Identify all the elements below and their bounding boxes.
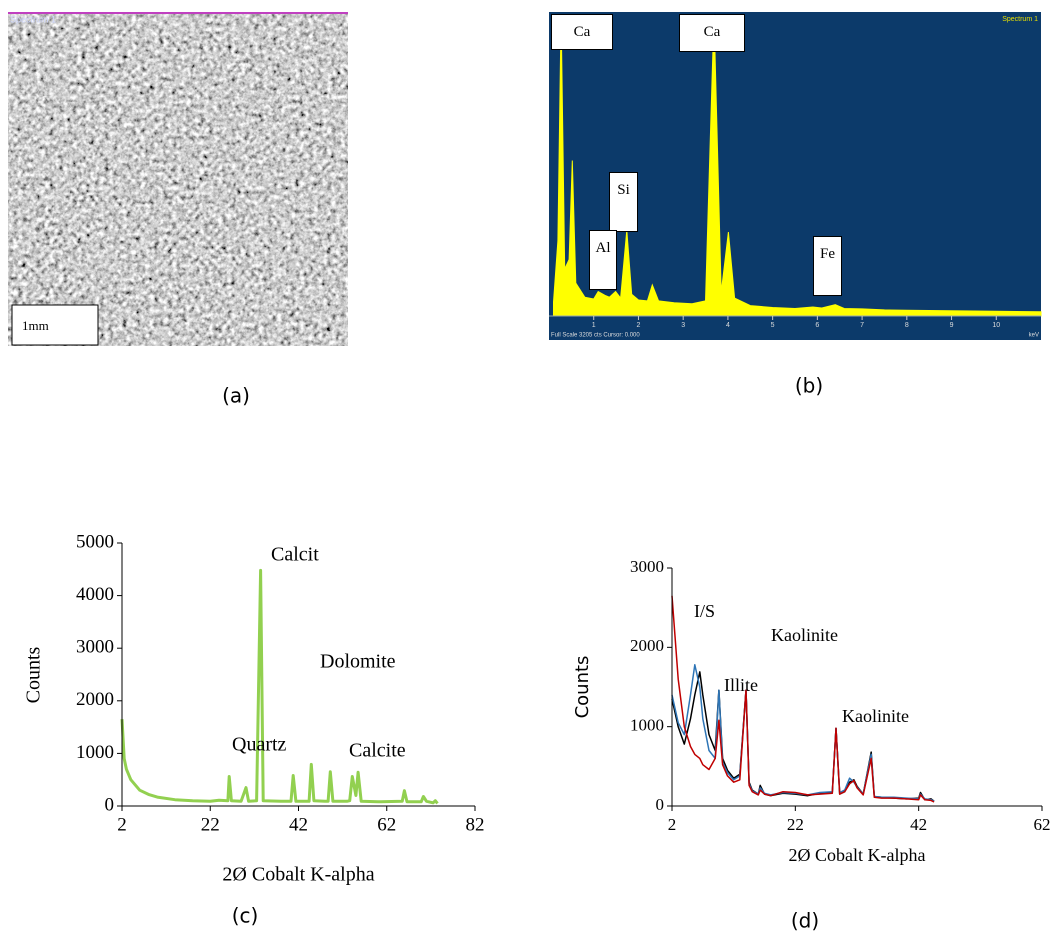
x-tick-label: 7 — [860, 322, 864, 329]
peak-label: I/S — [694, 601, 715, 621]
footer: Full Scale 3205 cts Cursor: 0.000 — [551, 333, 640, 339]
x-tick-label: 22 — [201, 814, 220, 835]
x-tick-label: 1 — [592, 322, 596, 329]
x-tick-label: 5 — [771, 322, 775, 329]
x-tick-label: 2 — [668, 815, 677, 834]
y-tick-label: 5000 — [76, 531, 114, 552]
x-axis-label: 2Ø Cobalt K-alpha — [789, 845, 926, 865]
peak-label: Al — [589, 230, 617, 290]
caption: (a) — [222, 384, 250, 408]
x-tick-label: 82 — [466, 814, 485, 835]
series-line — [122, 570, 438, 803]
series-line — [672, 672, 934, 801]
y-tick-label: 2000 — [630, 636, 664, 655]
peak-label: Calcite — [349, 740, 406, 762]
x-tick-label: 42 — [910, 815, 927, 834]
y-tick-label: 3000 — [76, 637, 114, 658]
y-tick-label: 0 — [105, 794, 115, 815]
x-tick-label: 2 — [117, 814, 127, 835]
y-tick-label: 1000 — [630, 716, 664, 735]
figure: Spectrum 1 1mm (a) (b) 1 2 3 4 5 6 7 8 9 10 Spectru… — [0, 0, 1055, 950]
y-tick-label: 0 — [656, 795, 665, 814]
x-tick-label: 8 — [905, 322, 909, 329]
peak-label: Ca — [679, 14, 745, 52]
x-tick-label: 10 — [992, 322, 1000, 329]
peak-label: Ca — [551, 14, 613, 50]
caption: (d) — [791, 909, 819, 933]
peak-label: Calcit — [271, 544, 319, 566]
x-tick-label: 9 — [950, 322, 954, 329]
peak-label: Fe — [813, 236, 842, 296]
x-axis-label: 2Ø Cobalt K-alpha — [222, 864, 374, 886]
x-tick-label: 22 — [787, 815, 804, 834]
scale-label: 1mm — [22, 318, 49, 333]
peak-label: Quartz — [232, 734, 287, 756]
figure-canvas: Spectrum 1 1mm (a) (b) 1 2 3 4 5 6 7 8 9 10 Spectru… — [0, 0, 1055, 950]
spectrum-title: Spectrum 1 — [1002, 16, 1038, 23]
peak-label: Dolomite — [320, 651, 396, 673]
sem-image — [8, 12, 348, 346]
y-tick-label: 4000 — [76, 584, 114, 605]
caption: (c) — [232, 904, 259, 928]
x-tick-label: 42 — [289, 814, 308, 835]
x-tick-label: 4 — [726, 322, 730, 329]
y-tick-label: 1000 — [76, 742, 114, 763]
caption: (b) — [795, 374, 823, 398]
series-line — [672, 665, 934, 801]
x-tick-label: 6 — [815, 322, 819, 329]
x-tick-label: 2 — [637, 322, 641, 329]
peak-label: Si — [609, 172, 638, 232]
y-tick-label: 3000 — [630, 557, 664, 576]
x-tick-label: 62 — [1034, 815, 1051, 834]
peak-label: Kaolinite — [771, 625, 838, 645]
x-tick-label: 62 — [377, 814, 396, 835]
y-axis-label: Counts — [23, 646, 45, 703]
peak-label: Illite — [724, 675, 758, 695]
x-unit: keV — [1029, 333, 1039, 339]
y-tick-label: 2000 — [76, 689, 114, 710]
x-tick-label: 3 — [681, 322, 685, 329]
peak-label: Kaolinite — [842, 706, 909, 726]
y-axis-label: Counts — [572, 656, 593, 719]
image-header: Spectrum 1 — [10, 14, 56, 24]
